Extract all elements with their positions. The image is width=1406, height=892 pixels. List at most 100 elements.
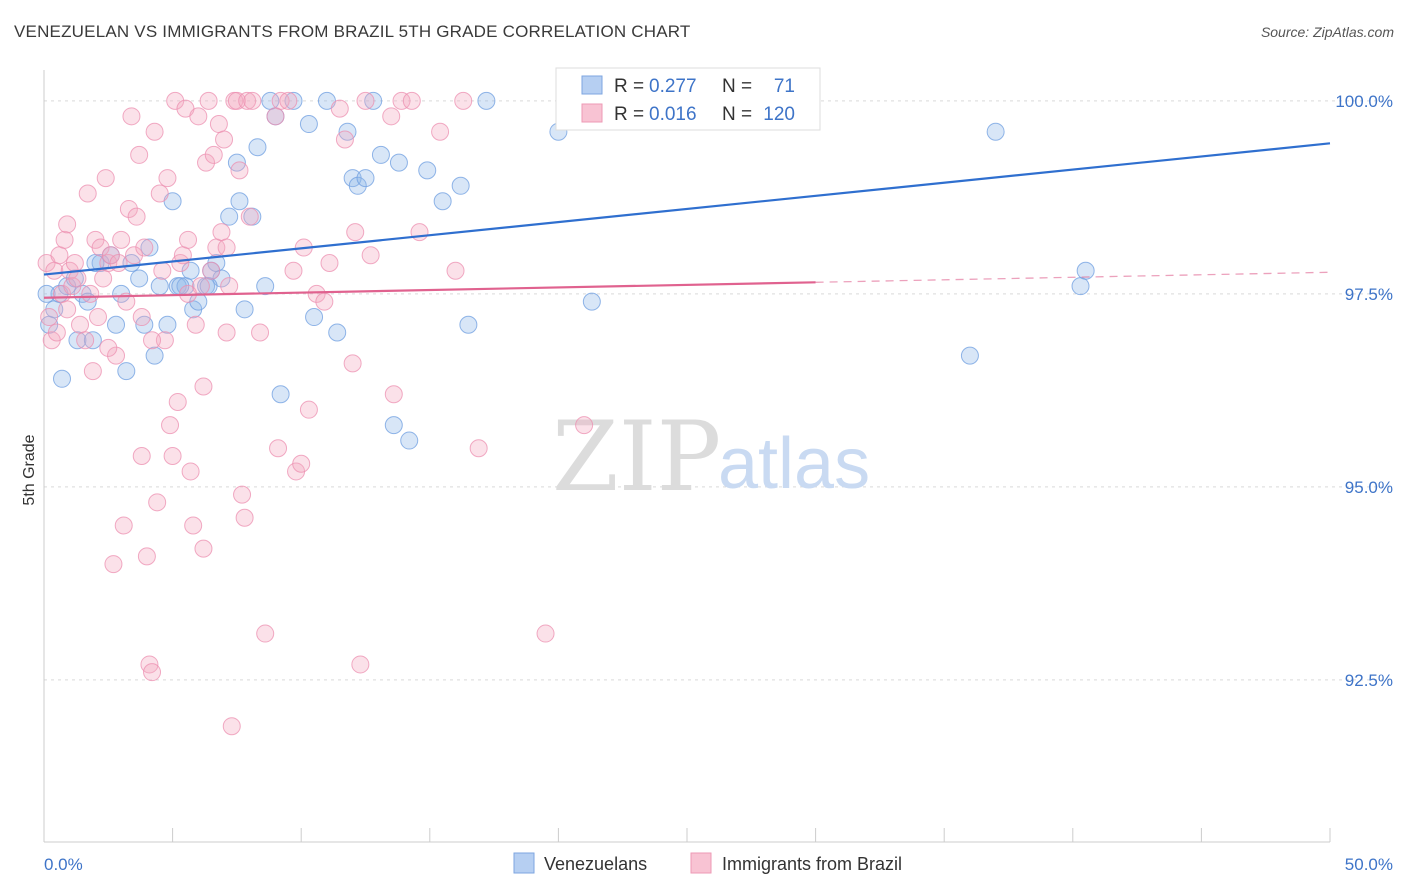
legend-n-value-1: 71 xyxy=(774,76,795,97)
brazil-point xyxy=(469,439,488,458)
brazil-point xyxy=(199,91,218,110)
venezuelan-point xyxy=(140,238,159,257)
y-tick-label: 97.5% xyxy=(1345,285,1393,304)
brazil-trend-extension xyxy=(815,271,1331,283)
venezuelan-point xyxy=(53,369,72,388)
brazil-point xyxy=(99,338,118,357)
venezuelan-point xyxy=(960,346,979,365)
venezuelan-point xyxy=(1076,261,1095,280)
brazil-point xyxy=(158,169,177,188)
brazil-point xyxy=(299,400,318,419)
venezuelan-point xyxy=(117,362,136,381)
venezuelan-point xyxy=(189,292,208,311)
venezuelan-trend-line xyxy=(43,142,1331,276)
brazil-point xyxy=(155,331,174,350)
venezuelan-point xyxy=(299,115,318,134)
brazil-point xyxy=(209,115,228,134)
brazil-point xyxy=(197,153,216,172)
bottom-legend-venezuelans: Venezuelans xyxy=(544,854,647,874)
x-tick-label-max: 50.0% xyxy=(1345,855,1393,874)
brazil-point xyxy=(351,655,370,674)
venezuelan-point xyxy=(459,315,478,334)
brazil-point xyxy=(40,308,59,327)
brazil-point xyxy=(575,416,594,435)
brazil-point xyxy=(68,269,87,288)
venezuelan-point xyxy=(150,277,169,296)
brazil-point xyxy=(132,308,151,327)
brazil-point xyxy=(109,254,128,272)
brazil-point xyxy=(179,230,198,249)
brazil-point xyxy=(130,145,149,164)
brazil-point xyxy=(356,91,375,110)
brazil-point xyxy=(112,230,131,249)
brazil-point xyxy=(233,485,252,504)
venezuelan-point xyxy=(284,91,303,110)
venezuelan-point xyxy=(364,91,383,110)
venezuelan-point xyxy=(371,145,390,164)
brazil-point xyxy=(127,207,146,226)
venezuelan-point xyxy=(582,292,601,311)
watermark: ZIP atlas xyxy=(552,401,870,513)
brazil-point xyxy=(58,300,77,319)
brazil-point xyxy=(431,122,450,141)
brazil-point xyxy=(361,246,380,265)
venezuelan-point xyxy=(271,385,290,404)
brazil-point xyxy=(143,663,162,682)
y-axis-title: 5th Grade xyxy=(21,434,38,505)
brazil-point xyxy=(330,99,349,118)
brazil-point xyxy=(384,385,403,404)
trend-lines xyxy=(43,142,1331,299)
brazil-point xyxy=(227,91,246,110)
brazil-point xyxy=(76,331,95,350)
legend-r-value-1: 0.277 xyxy=(649,76,697,97)
brazil-point xyxy=(343,354,362,373)
brazil-point xyxy=(65,254,84,272)
brazil-point xyxy=(89,308,108,327)
venezuelan-point xyxy=(248,138,267,157)
brazil-point xyxy=(119,199,138,218)
venezuelan-point xyxy=(1071,277,1090,296)
brazil-point xyxy=(446,261,465,280)
brazil-point xyxy=(184,516,203,535)
brazil-point xyxy=(204,145,223,164)
brazil-point xyxy=(279,91,298,110)
brazil-point xyxy=(181,462,200,481)
brazil-point xyxy=(94,269,113,288)
brazil-point xyxy=(96,169,115,188)
data-points xyxy=(37,91,1095,736)
venezuelan-point xyxy=(389,153,408,172)
brazil-point xyxy=(50,246,69,265)
brazil-point xyxy=(132,447,151,465)
brazil-point xyxy=(271,91,290,110)
brazil-point xyxy=(346,223,365,242)
brazil-point xyxy=(315,292,334,311)
brazil-point xyxy=(55,230,74,249)
brazil-point xyxy=(454,91,473,110)
x-tick-labels: 0.0% 50.0% xyxy=(44,855,1393,874)
venezuelan-point xyxy=(477,91,496,110)
brazil-point xyxy=(215,130,234,149)
venezuelan-point xyxy=(181,261,200,280)
brazil-point xyxy=(251,323,270,342)
brazil-point xyxy=(45,261,64,280)
brazil-point xyxy=(47,323,66,342)
venezuelan-point xyxy=(220,207,239,226)
venezuelan-point xyxy=(83,331,102,350)
brazil-point xyxy=(269,439,288,458)
brazil-point xyxy=(202,261,221,280)
venezuelan-point xyxy=(158,315,177,334)
brazil-point xyxy=(292,454,311,473)
bottom-legend-swatch-venezuelans xyxy=(513,852,535,874)
brazil-point xyxy=(143,331,162,350)
venezuelan-point xyxy=(305,308,324,327)
brazil-point xyxy=(217,238,236,257)
brazil-point xyxy=(222,717,241,736)
brazil-point xyxy=(230,161,249,180)
brazil-point xyxy=(284,261,303,280)
venezuelan-point xyxy=(356,169,375,188)
venezuelan-point xyxy=(68,331,87,350)
brazil-point xyxy=(117,292,136,311)
brazil-point xyxy=(238,91,257,110)
brazil-point xyxy=(122,107,141,126)
venezuelan-point xyxy=(37,284,56,303)
